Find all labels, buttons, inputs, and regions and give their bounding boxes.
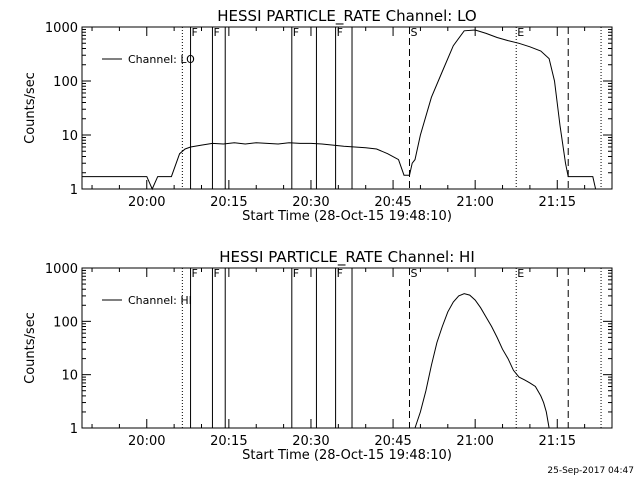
marker-label: F — [192, 26, 198, 39]
marker-label: F — [337, 267, 343, 280]
x-tick-label: 20:15 — [210, 434, 247, 449]
marker-label: E — [517, 26, 524, 39]
x-tick-label: 20:45 — [374, 195, 411, 210]
x-tick-label: 20:00 — [128, 434, 165, 449]
marker-label: E — [517, 267, 524, 280]
series-line-channel-lo — [82, 29, 597, 191]
series-line-channel-hi — [414, 293, 550, 429]
marker-label: S — [410, 26, 417, 39]
x-tick-label: 20:15 — [210, 195, 247, 210]
y-axis-label: Counts/sec — [23, 312, 38, 384]
x-tick-label: 20:30 — [292, 434, 329, 449]
y-tick-label: 1000 — [45, 21, 78, 36]
y-tick-label: 100 — [53, 75, 78, 90]
x-tick-label: 21:15 — [539, 195, 576, 210]
y-tick-label: 10 — [61, 369, 78, 384]
x-tick-label: 20:45 — [374, 434, 411, 449]
x-tick-label: 21:00 — [456, 434, 493, 449]
y-axis-label: Counts/sec — [23, 72, 38, 144]
x-axis-label: Start Time (28-Oct-15 19:48:10) — [242, 448, 452, 463]
chart-panel-1: HESSI PARTICLE_RATE Channel: LOF F F F S E110… — [23, 7, 613, 224]
marker-label: F — [192, 267, 198, 280]
marker-label: F — [213, 26, 219, 39]
plot-timestamp: 25-Sep-2017 04:47 — [547, 466, 634, 476]
x-tick-label: 20:00 — [128, 195, 165, 210]
chart-panel-2: HESSI PARTICLE_RATE Channel: HIF F F F S E110… — [23, 248, 613, 463]
marker-label: F — [337, 26, 343, 39]
x-axis-label: Start Time (28-Oct-15 19:48:10) — [242, 209, 452, 224]
marker-label: F — [293, 267, 299, 280]
plot-frame — [81, 267, 613, 429]
legend-label: Channel: HI — [128, 294, 192, 307]
plot-frame — [81, 26, 613, 190]
x-tick-label: 20:30 — [292, 195, 329, 210]
chart-title: HESSI PARTICLE_RATE Channel: LO — [217, 7, 476, 26]
y-tick-label: 1000 — [45, 262, 78, 277]
chart-title: HESSI PARTICLE_RATE Channel: HI — [219, 248, 475, 267]
marker-label: F — [213, 267, 219, 280]
x-tick-label: 21:00 — [456, 195, 493, 210]
marker-label: S — [410, 267, 417, 280]
y-tick-label: 1 — [70, 422, 78, 437]
y-tick-label: 10 — [61, 129, 78, 144]
marker-label: F — [293, 26, 299, 39]
legend-label: Channel: LO — [128, 53, 195, 66]
y-tick-label: 100 — [53, 315, 78, 330]
y-tick-label: 1 — [70, 183, 78, 198]
x-tick-label: 21:15 — [539, 434, 576, 449]
